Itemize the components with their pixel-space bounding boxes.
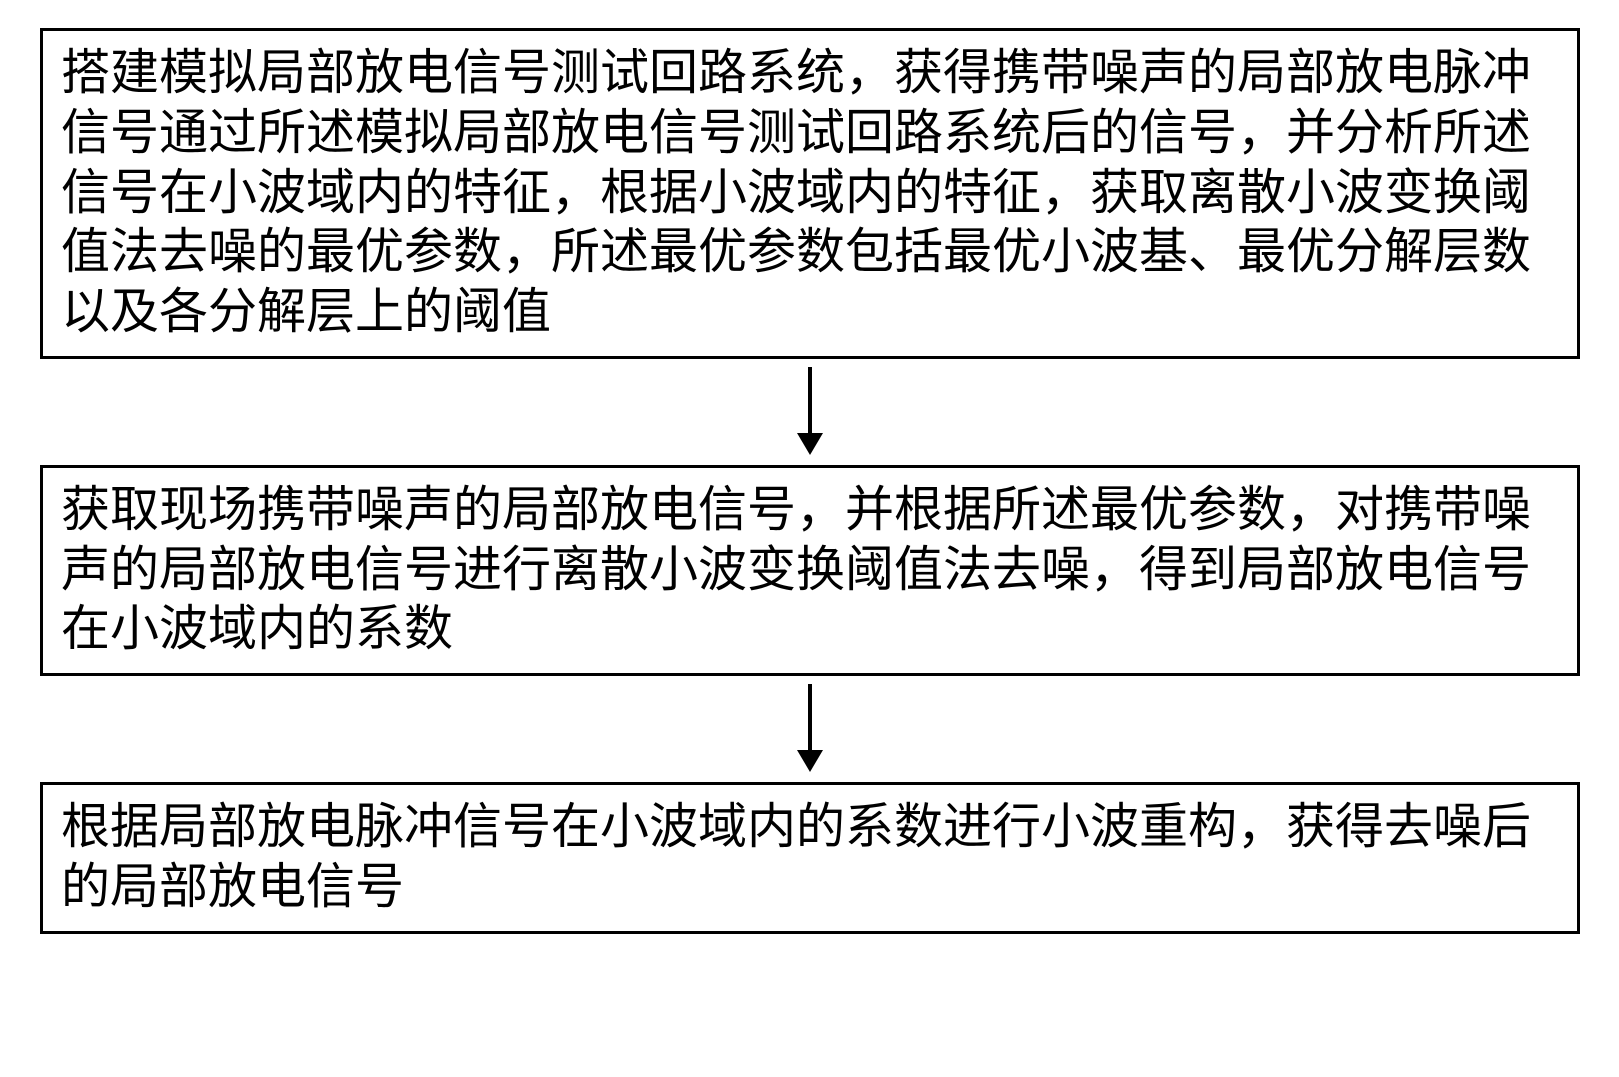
flow-step-2: 获取现场携带噪声的局部放电信号，并根据所述最优参数，对携带噪声的局部放电信号进行…	[40, 465, 1580, 676]
flow-arrow-2	[40, 676, 1580, 782]
flow-step-3-text: 根据局部放电脉冲信号在小波域内的系数进行小波重构，获得去噪后的局部放电信号	[61, 797, 1559, 917]
flow-step-1: 搭建模拟局部放电信号测试回路系统，获得携带噪声的局部放电脉冲信号通过所述模拟局部…	[40, 28, 1580, 359]
flow-step-3: 根据局部放电脉冲信号在小波域内的系数进行小波重构，获得去噪后的局部放电信号	[40, 782, 1580, 934]
flow-step-2-text: 获取现场携带噪声的局部放电信号，并根据所述最优参数，对携带噪声的局部放电信号进行…	[61, 480, 1559, 659]
flow-step-1-text: 搭建模拟局部放电信号测试回路系统，获得携带噪声的局部放电脉冲信号通过所述模拟局部…	[61, 43, 1559, 342]
flowchart-container: 搭建模拟局部放电信号测试回路系统，获得携带噪声的局部放电脉冲信号通过所述模拟局部…	[40, 28, 1580, 934]
flow-arrow-1	[40, 359, 1580, 465]
